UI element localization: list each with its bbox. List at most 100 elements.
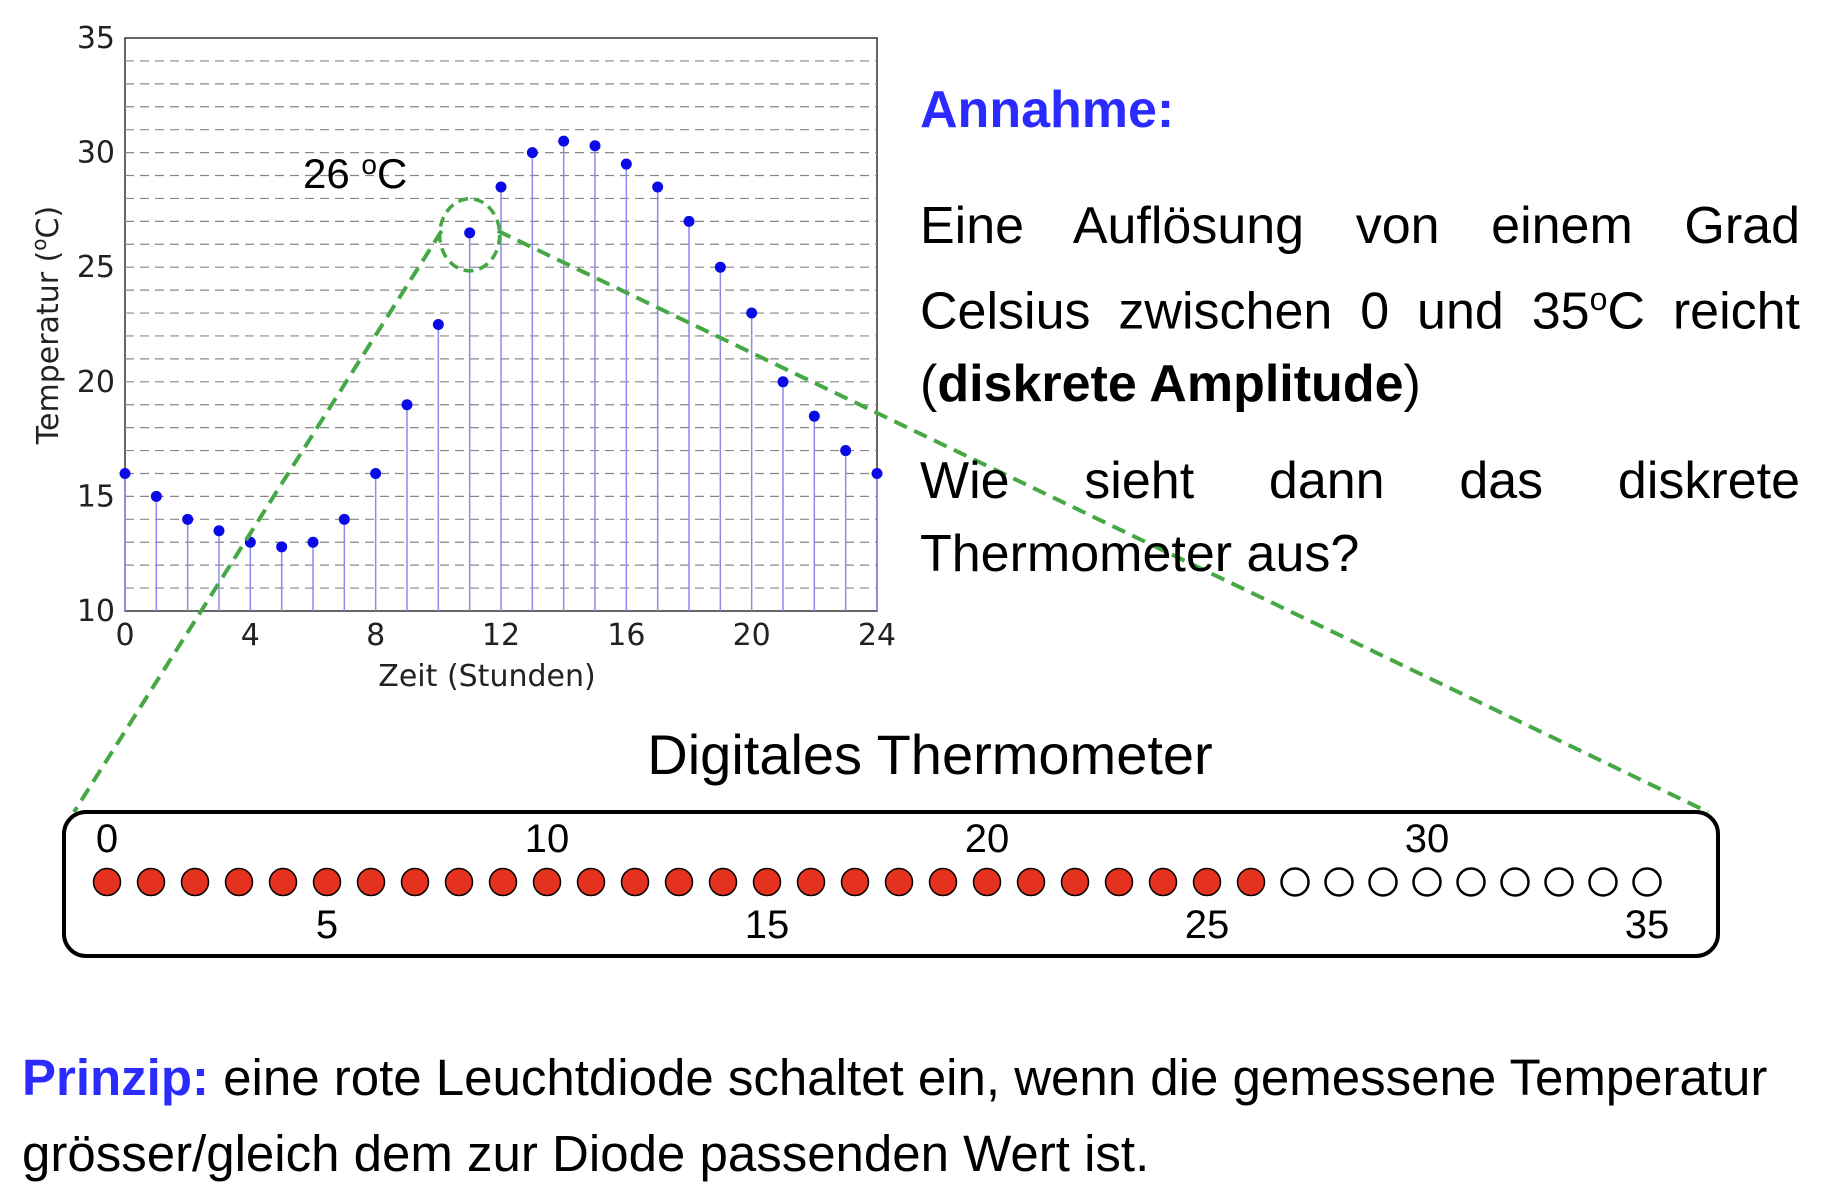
x-axis-ticks: 0 4 8 12 16 20 24	[115, 618, 896, 653]
data-point	[558, 135, 570, 147]
led-on	[92, 867, 122, 897]
led-on	[1148, 867, 1178, 897]
data-point	[370, 467, 382, 479]
led-on	[356, 867, 386, 897]
led-off	[1632, 867, 1662, 897]
data-point	[620, 158, 632, 170]
y-tick-label: 25	[77, 250, 115, 285]
data-point	[652, 181, 664, 193]
x-tick-label: 12	[482, 618, 520, 653]
led-on	[488, 867, 518, 897]
led-on	[444, 867, 474, 897]
data-point	[119, 467, 131, 479]
led-on	[1104, 867, 1134, 897]
data-point	[526, 147, 538, 159]
led-on	[928, 867, 958, 897]
data-point	[589, 140, 601, 152]
thermometer-labels: 0 10 20 30 5 15 25 35	[96, 817, 1669, 947]
led-on	[708, 867, 738, 897]
led-on	[884, 867, 914, 897]
data-point	[871, 467, 883, 479]
led-scale-label: 25	[1185, 903, 1230, 947]
data-point	[777, 376, 789, 388]
led-scale-label: 10	[525, 817, 570, 861]
led-on	[224, 867, 254, 897]
led-off	[1544, 867, 1574, 897]
y-tick-label: 10	[77, 594, 115, 629]
data-point	[464, 227, 476, 239]
led-on	[312, 867, 342, 897]
led-on	[1016, 867, 1046, 897]
assumption-text: Eine Auflösung von einem Grad Celsius zw…	[920, 197, 1801, 414]
led-on	[1192, 867, 1222, 897]
led-scale-label: 35	[1625, 903, 1670, 947]
zoom-line-right	[496, 229, 1709, 814]
data-point	[432, 319, 444, 330]
thermometer-box	[62, 810, 1720, 958]
led-on	[972, 867, 1002, 897]
led-row	[92, 867, 1662, 897]
x-tick-label: 4	[241, 618, 260, 653]
stems	[124, 141, 878, 611]
data-point	[401, 399, 413, 411]
zoom-guide-lines	[72, 197, 1709, 814]
led-off	[1456, 867, 1486, 897]
led-on	[400, 867, 430, 897]
led-on	[1060, 867, 1090, 897]
x-tick-label: 20	[733, 618, 771, 653]
y-axis-label: Temperatur (oC)	[27, 206, 66, 445]
data-point	[495, 181, 507, 193]
data-point	[683, 215, 695, 227]
data-point	[338, 513, 350, 525]
data-point	[840, 445, 852, 457]
y-axis-ticks: 10 15 20 25 30 35	[77, 21, 115, 629]
value-annotation: 26 oC	[303, 149, 407, 197]
data-point	[213, 525, 225, 537]
led-on	[1236, 867, 1266, 897]
led-scale-label: 15	[745, 903, 790, 947]
led-on	[620, 867, 650, 897]
zoom-line-left	[72, 229, 444, 814]
assumption-heading: Annahme:	[920, 81, 1175, 139]
led-off	[1280, 867, 1310, 897]
led-on	[180, 867, 210, 897]
led-scale-label: 0	[96, 817, 118, 861]
data-point	[808, 410, 820, 422]
data-point	[714, 261, 726, 273]
data-point	[746, 307, 758, 319]
thermometer-title: Digitales Thermometer	[647, 723, 1212, 786]
led-on	[796, 867, 826, 897]
data-point	[182, 513, 194, 525]
led-off	[1500, 867, 1530, 897]
y-tick-label: 15	[77, 479, 115, 514]
y-tick-label: 30	[77, 136, 115, 171]
led-on	[268, 867, 298, 897]
led-on	[532, 867, 562, 897]
led-on	[664, 867, 694, 897]
led-off	[1412, 867, 1442, 897]
led-on	[752, 867, 782, 897]
x-tick-label: 0	[115, 618, 134, 653]
led-on	[576, 867, 606, 897]
led-scale-label: 5	[316, 903, 338, 947]
y-tick-label: 20	[77, 365, 115, 400]
led-off	[1588, 867, 1618, 897]
led-off	[1368, 867, 1398, 897]
led-scale-label: 30	[1405, 817, 1450, 861]
led-off	[1324, 867, 1354, 897]
data-point	[276, 541, 288, 553]
led-on	[840, 867, 870, 897]
data-point	[307, 536, 319, 548]
x-tick-label: 8	[366, 618, 385, 653]
led-on	[136, 867, 166, 897]
y-tick-label: 35	[77, 21, 115, 56]
question-text: Wie sieht dann das diskrete Thermometer …	[920, 452, 1800, 583]
led-scale-label: 20	[965, 817, 1010, 861]
principle-text: Prinzip: eine rote Leuchtdiode schaltet …	[22, 1049, 1768, 1182]
x-axis-label: Zeit (Stunden)	[378, 659, 595, 694]
x-tick-label: 24	[858, 618, 896, 653]
x-tick-label: 16	[607, 618, 645, 653]
data-point	[150, 490, 162, 502]
